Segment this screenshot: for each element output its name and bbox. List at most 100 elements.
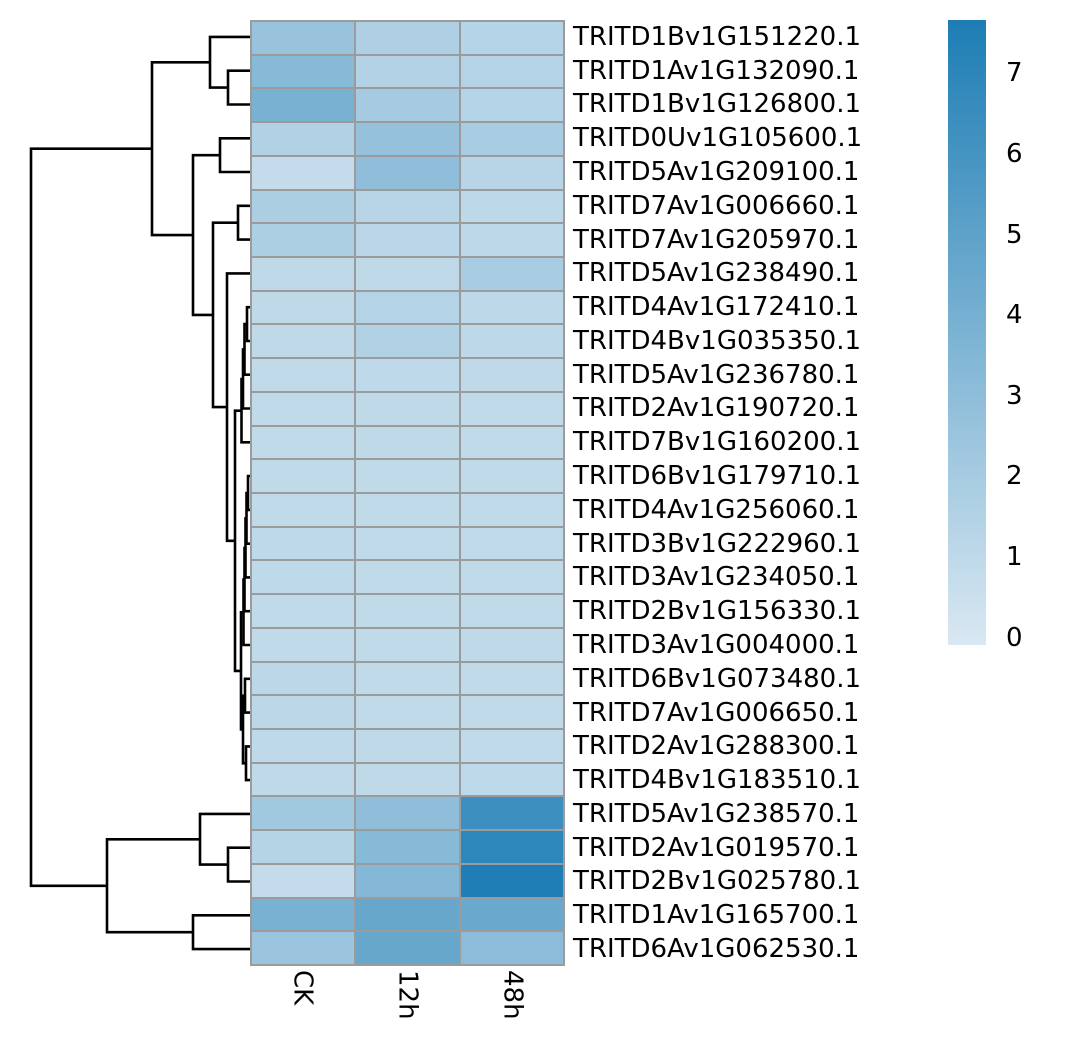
heatmap-cell	[460, 392, 563, 425]
heatmap-cell	[460, 359, 563, 391]
heatmap-cell	[460, 257, 563, 290]
heatmap-cell	[460, 22, 563, 54]
heatmap-cell	[460, 224, 563, 256]
heatmap-cell	[356, 595, 459, 627]
row-labels: TRITD1Bv1G151220.1 TRITD1Av1G132090.1 TRIT…	[573, 20, 993, 966]
heatmap-cell	[356, 460, 459, 492]
row-label: TRITD3Bv1G222960.1	[573, 528, 862, 559]
heatmap-cell	[460, 662, 563, 695]
row-label: TRITD7Av1G006660.1	[573, 190, 860, 221]
heatmap-cell	[356, 325, 459, 358]
heatmap-cell	[356, 426, 459, 459]
heatmap-cell	[460, 595, 563, 627]
row-label: TRITD1Bv1G151220.1	[573, 21, 862, 52]
heatmap-cell	[460, 763, 563, 796]
heatmap-cell	[356, 123, 459, 155]
heatmap-cell	[460, 156, 563, 189]
legend-tick-label: 2	[1006, 461, 1023, 492]
legend-tick-label: 4	[1006, 300, 1023, 331]
heatmap-cell	[356, 291, 459, 324]
heatmap-cell	[460, 729, 563, 762]
heatmap-cell	[252, 22, 355, 54]
heatmap-cell	[252, 392, 355, 425]
heatmap-cell	[252, 729, 355, 762]
heatmap-cell	[460, 493, 563, 526]
heatmap-cell	[356, 527, 459, 560]
column-label: 12h	[392, 970, 423, 1020]
row-label: TRITD2Av1G019570.1	[573, 832, 860, 863]
heatmap-cell	[460, 460, 563, 492]
row-label: TRITD7Av1G006650.1	[573, 697, 860, 728]
heatmap-cell	[252, 898, 355, 931]
row-label: TRITD2Av1G190720.1	[573, 393, 860, 424]
heatmap-cell	[252, 662, 355, 695]
heatmap-cell	[252, 595, 355, 627]
heatmap-cell	[356, 662, 459, 695]
heatmap-cell	[252, 460, 355, 492]
heatmap-cell	[252, 426, 355, 459]
heatmap-cell	[252, 932, 355, 964]
heatmap-cell	[356, 22, 459, 54]
row-label: TRITD4Bv1G035350.1	[573, 325, 862, 356]
legend-tick-label: 0	[1006, 622, 1023, 653]
heatmap-cell	[460, 561, 563, 594]
heatmap-cell	[252, 527, 355, 560]
row-label: TRITD4Av1G256060.1	[573, 494, 860, 525]
heatmap-cell	[460, 932, 563, 964]
heatmap-cell	[356, 224, 459, 256]
heatmap-cell	[252, 561, 355, 594]
row-label: TRITD5Av1G238490.1	[573, 258, 860, 289]
heatmap-cell	[356, 763, 459, 796]
row-label: TRITD7Av1G205970.1	[573, 224, 860, 255]
heatmap-cell	[356, 561, 459, 594]
heatmap-cell	[356, 864, 459, 897]
heatmap-cell	[460, 190, 563, 223]
heatmap-cell	[252, 696, 355, 728]
heatmap-cell	[356, 797, 459, 830]
heatmap-cell	[252, 763, 355, 796]
heatmap-cell	[356, 898, 459, 931]
heatmap-cell	[356, 831, 459, 863]
heatmap-cell	[356, 628, 459, 661]
column-label: CK	[287, 970, 318, 1006]
row-label: TRITD5Av1G236780.1	[573, 359, 860, 390]
legend-tick-label: 3	[1006, 380, 1023, 411]
heatmap-cell	[252, 797, 355, 830]
row-label: TRITD3Av1G234050.1	[573, 562, 860, 593]
heatmap-cell	[460, 864, 563, 897]
heatmap-cell	[356, 359, 459, 391]
heatmap-cell	[252, 291, 355, 324]
row-label: TRITD3Av1G004000.1	[573, 629, 860, 660]
heatmap-cell	[460, 426, 563, 459]
row-label: TRITD6Av1G062530.1	[573, 933, 860, 964]
row-label: TRITD6Bv1G073480.1	[573, 663, 862, 694]
heatmap-cell	[460, 325, 563, 358]
row-label: TRITD0Uv1G105600.1	[573, 123, 863, 154]
heatmap-cell	[252, 224, 355, 256]
heatmap-cell	[356, 392, 459, 425]
heatmap-cell	[460, 291, 563, 324]
row-label: TRITD1Bv1G126800.1	[573, 89, 862, 120]
heatmap-cell	[252, 325, 355, 358]
heatmap-cell	[460, 696, 563, 728]
heatmap-cell	[252, 493, 355, 526]
heatmap-cell	[356, 190, 459, 223]
heatmap-cell	[460, 797, 563, 830]
column-label: 48h	[497, 970, 528, 1020]
heatmap-cell	[356, 89, 459, 122]
legend-tick-label: 7	[1006, 58, 1023, 89]
heatmap-cell	[356, 493, 459, 526]
heatmap-cell	[252, 55, 355, 88]
heatmap-cell	[460, 123, 563, 155]
legend-colorbar	[948, 20, 986, 645]
heatmap-cell	[252, 123, 355, 155]
heatmap-cell	[356, 696, 459, 728]
heatmap-cell	[460, 55, 563, 88]
heatmap-cell	[356, 932, 459, 964]
heatmap-cell	[356, 156, 459, 189]
row-label: TRITD6Bv1G179710.1	[573, 461, 862, 492]
heatmap-cell	[460, 527, 563, 560]
row-label: TRITD4Bv1G183510.1	[573, 765, 862, 796]
